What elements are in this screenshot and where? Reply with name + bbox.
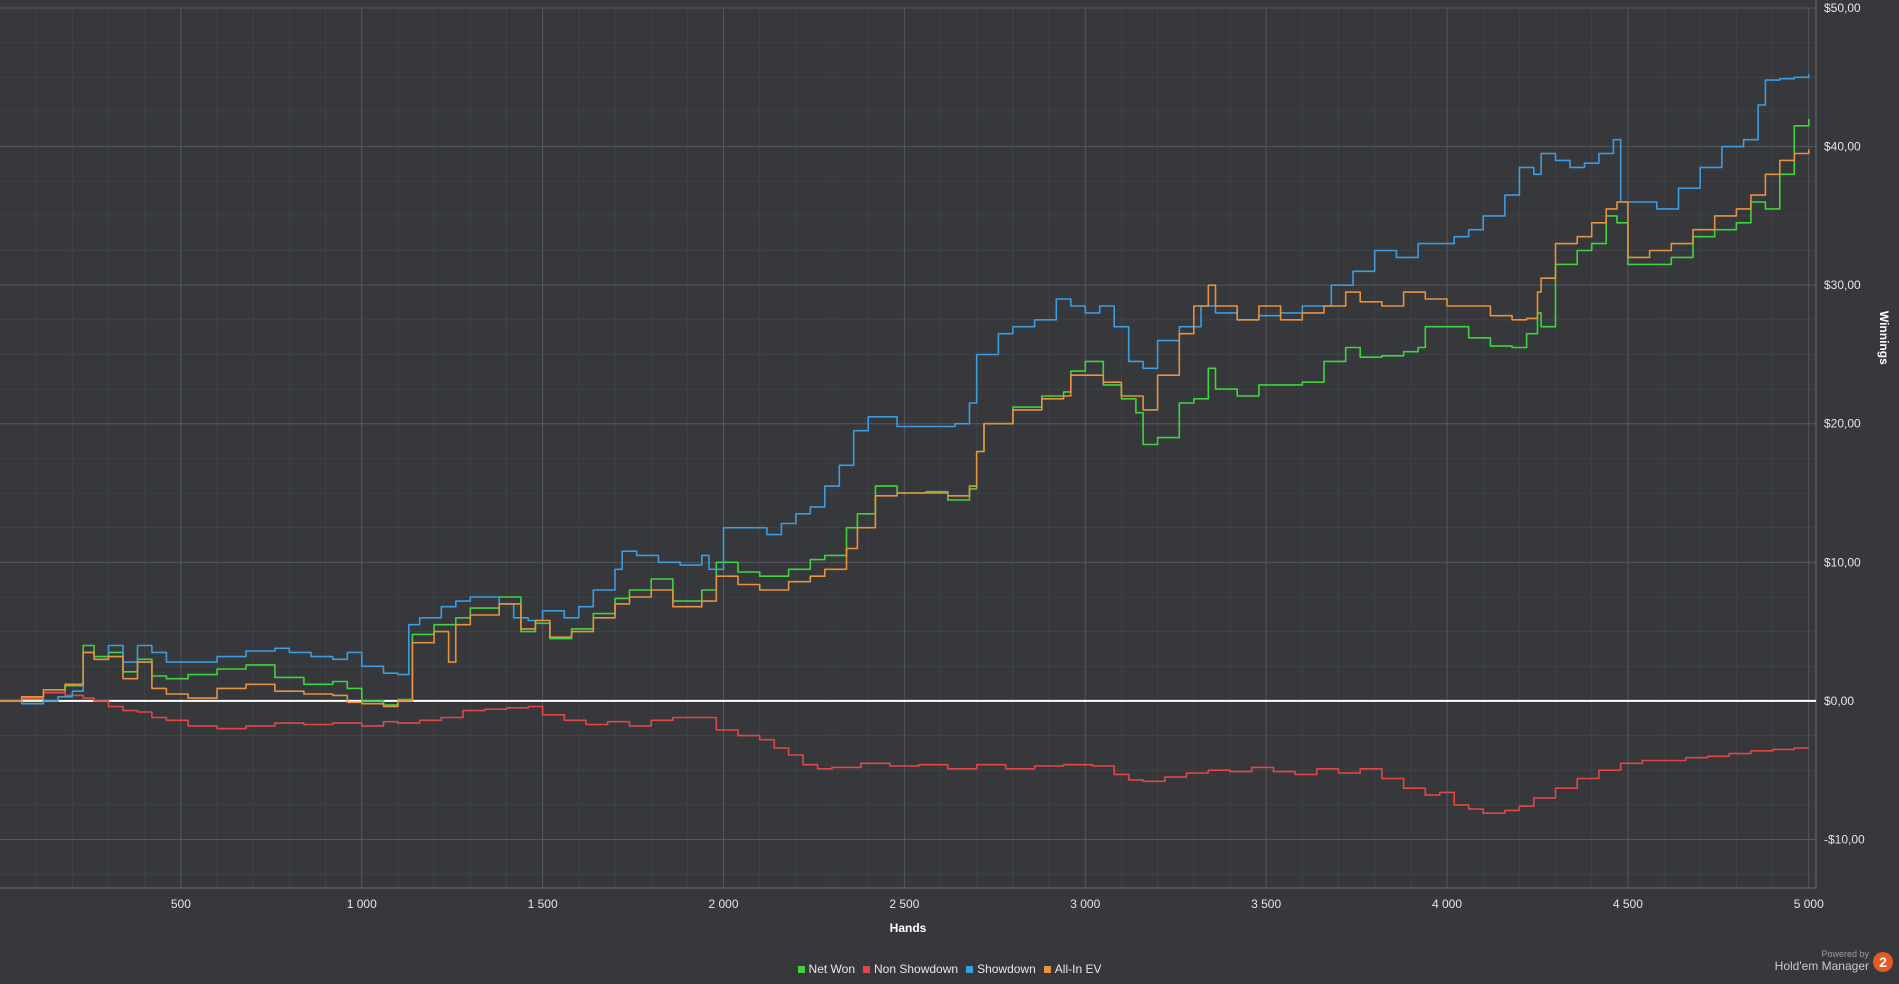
y-tick-label: $40,00 xyxy=(1824,140,1861,154)
y-tick-label: $20,00 xyxy=(1824,417,1861,431)
y-tick-label: -$10,00 xyxy=(1824,832,1865,846)
y-tick-label: $30,00 xyxy=(1824,278,1861,292)
legend-swatch-net-won xyxy=(797,965,805,973)
legend-swatch-non-showdown xyxy=(863,965,870,973)
brand-name: Hold'em Manager xyxy=(1774,958,1869,973)
y-axis-title: Winnings xyxy=(1877,311,1891,365)
series-line-showdown xyxy=(0,74,1810,705)
y-axis-ticks: -$10,00 $0,00 $10,00 $20,00 $30,00 $40,00 $50,… xyxy=(1824,1,1865,846)
y-tick-label: $50,00 xyxy=(1824,1,1861,15)
legend-label-non-showdown: Non Showdown xyxy=(874,962,959,976)
legend: Net Won Non Showdown Showdown All-In EV xyxy=(0,962,1899,976)
branding-text: Powered by Hold'em Manager xyxy=(1774,949,1869,973)
y-tick-label: $0,00 xyxy=(1824,694,1854,708)
legend-label-showdown: Showdown xyxy=(977,962,1036,976)
series-layer xyxy=(0,74,1810,814)
x-axis-title: Hands xyxy=(890,921,927,935)
minor-grid xyxy=(0,8,1816,888)
x-tick-label: 5 000 xyxy=(1794,897,1824,911)
x-tick-label: 4 500 xyxy=(1613,897,1643,911)
x-tick-label: 1 500 xyxy=(528,897,558,911)
x-tick-label: 3 000 xyxy=(1070,897,1100,911)
legend-item-showdown[interactable]: Showdown xyxy=(966,962,1036,976)
legend-item-non-showdown[interactable]: Non Showdown xyxy=(863,962,958,976)
legend-label-all-in-ev: All-In EV xyxy=(1054,962,1102,976)
series-line-all-in-ev xyxy=(0,149,1810,708)
x-tick-label: 2 500 xyxy=(889,897,919,911)
major-grid xyxy=(0,0,1817,889)
legend-swatch-all-in-ev xyxy=(1043,965,1051,973)
legend-item-net-won[interactable]: Net Won xyxy=(797,962,855,976)
holdem-manager-logo-icon: 2 xyxy=(1873,951,1893,972)
series-line-net-won xyxy=(0,118,1810,706)
x-tick-label: 500 xyxy=(171,897,191,911)
y-tick-label: $10,00 xyxy=(1824,555,1861,569)
x-tick-label: 1 000 xyxy=(347,897,377,911)
x-axis-ticks: 500 1 000 1 500 2 000 2 500 3 000 3 500 4 000 4 … xyxy=(171,897,1824,911)
branding: Powered by Hold'em Manager 2 xyxy=(1774,949,1893,973)
x-tick-label: 2 000 xyxy=(708,897,738,911)
powered-by-label: Powered by xyxy=(1821,949,1869,959)
series-line-non-showdown xyxy=(0,691,1809,814)
x-tick-label: 4 000 xyxy=(1432,897,1462,911)
legend-item-all-in-ev[interactable]: All-In EV xyxy=(1043,962,1102,976)
legend-swatch-showdown xyxy=(966,965,974,973)
legend-label-net-won: Net Won xyxy=(808,962,855,976)
x-tick-label: 3 500 xyxy=(1251,897,1281,911)
